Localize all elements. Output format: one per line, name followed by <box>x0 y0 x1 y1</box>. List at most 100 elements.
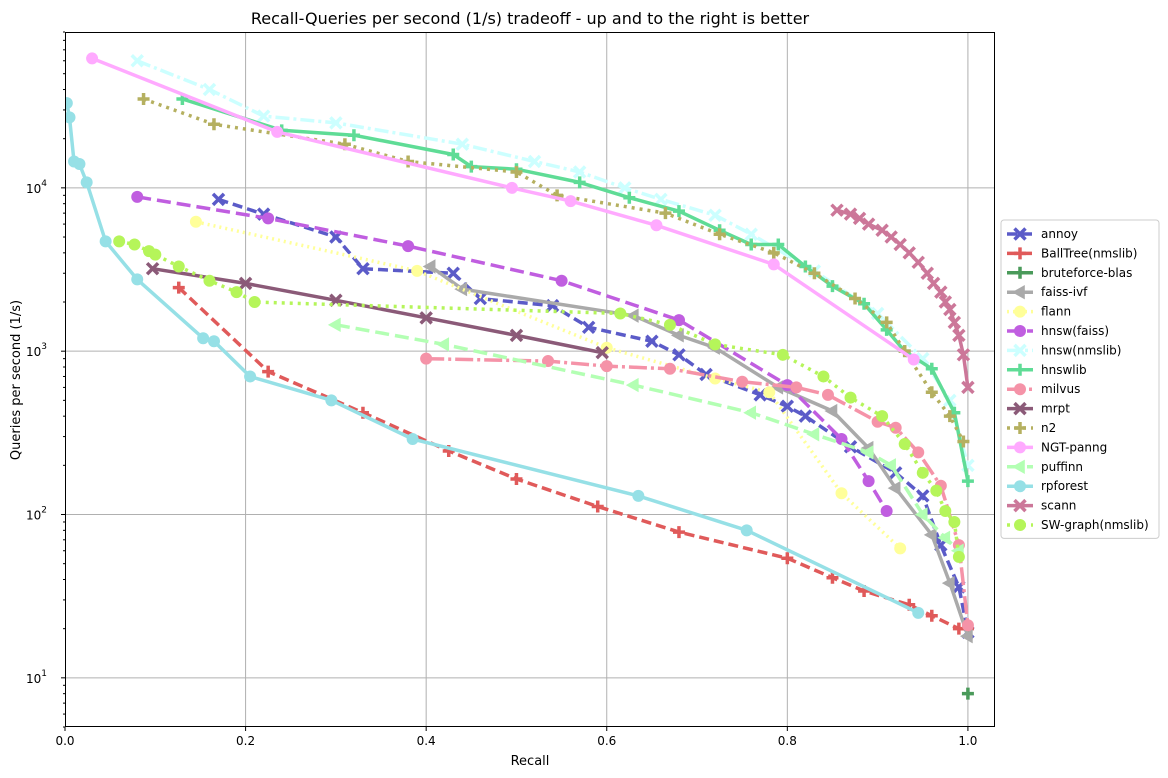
series-layer <box>65 52 975 700</box>
data-point <box>329 116 343 130</box>
data-point <box>197 332 210 345</box>
data-point <box>422 259 436 274</box>
legend-label: NGT-panng <box>1041 440 1107 454</box>
data-point <box>952 328 966 343</box>
data-point <box>770 380 784 395</box>
data-point <box>925 609 938 622</box>
data-point <box>880 505 893 518</box>
data-point <box>790 381 803 394</box>
data-point <box>447 148 460 161</box>
legend-item: mrpt <box>1007 402 1070 416</box>
data-point <box>505 181 518 194</box>
data-point <box>130 54 144 68</box>
data-point <box>952 550 965 563</box>
data-point <box>203 274 216 287</box>
legend-item: faiss-ivf <box>1007 285 1088 300</box>
data-point <box>943 302 957 317</box>
data-point <box>73 157 86 170</box>
series-hnsw-faiss- <box>131 190 893 518</box>
data-point <box>402 240 415 253</box>
data-point <box>894 542 907 555</box>
data-point <box>581 320 596 335</box>
y-tick-exponent: 3 <box>41 342 47 352</box>
data-point <box>862 475 875 488</box>
data-point <box>948 515 961 528</box>
legend-marker <box>1013 401 1027 416</box>
legend-marker <box>1014 519 1026 531</box>
series-line <box>136 195 889 512</box>
data-point <box>763 386 776 399</box>
legend-label: mrpt <box>1041 402 1070 416</box>
legend-marker <box>1013 343 1027 358</box>
legend-item: hnsw(faiss) <box>1007 324 1109 338</box>
data-point <box>943 410 956 423</box>
data-point <box>776 348 789 361</box>
data-point <box>591 500 604 513</box>
data-point <box>172 260 185 273</box>
data-point <box>767 246 780 259</box>
data-point <box>821 388 834 401</box>
legend-label: rpforest <box>1041 479 1088 493</box>
data-point <box>709 338 722 351</box>
data-point <box>902 246 916 260</box>
legend-marker <box>1013 227 1027 241</box>
data-point <box>934 285 948 299</box>
series-sw-graph-nmslib- <box>113 235 965 563</box>
legend-label: n2 <box>1041 421 1056 435</box>
data-point <box>835 487 848 500</box>
data-point <box>939 505 952 518</box>
data-point <box>912 606 925 619</box>
data-point <box>889 421 902 434</box>
data-point <box>202 82 217 97</box>
data-point <box>744 227 758 241</box>
data-point <box>767 258 780 271</box>
legend-item: hnsw(nmslib) <box>1007 343 1121 357</box>
data-point <box>663 362 676 375</box>
data-point <box>145 261 160 276</box>
data-point <box>925 362 938 375</box>
data-point <box>131 190 144 203</box>
data-point <box>806 427 820 442</box>
legend-item: bruteforce-blas <box>1007 266 1132 280</box>
data-point <box>454 281 468 297</box>
data-point <box>961 380 975 395</box>
x-tick-label: 1.0 <box>958 734 977 748</box>
data-point <box>510 166 523 179</box>
series-rpforest <box>65 97 925 619</box>
data-point <box>959 628 973 644</box>
series-mrpt <box>145 261 609 360</box>
data-point <box>925 386 938 399</box>
data-point <box>672 314 685 327</box>
data-point <box>883 458 896 473</box>
legend-label: scann <box>1041 499 1076 513</box>
series-line <box>136 59 970 466</box>
data-point <box>256 109 271 123</box>
data-point <box>632 489 645 502</box>
data-point <box>86 52 99 65</box>
legend-box <box>1000 219 1160 539</box>
data-point <box>411 264 424 277</box>
legend-item: n2 <box>1007 421 1056 435</box>
data-point <box>572 165 587 179</box>
series-line <box>143 97 965 443</box>
data-point <box>189 215 202 228</box>
data-point <box>938 295 953 309</box>
data-point <box>262 212 275 225</box>
legend-label: annoy <box>1041 227 1078 241</box>
data-point <box>542 355 555 368</box>
legend-item: flann <box>1007 305 1071 319</box>
data-point <box>835 432 848 445</box>
series-line <box>335 323 961 552</box>
data-point <box>230 286 243 299</box>
data-point <box>937 530 951 546</box>
data-point <box>912 446 925 459</box>
legend-item: rpforest <box>1007 479 1088 493</box>
legend-item: scann <box>1007 499 1076 513</box>
data-point <box>916 466 929 479</box>
data-point <box>137 92 150 105</box>
legend-marker <box>1014 325 1026 337</box>
data-point <box>455 137 470 151</box>
legend-marker <box>1012 285 1025 300</box>
data-point <box>672 526 685 539</box>
